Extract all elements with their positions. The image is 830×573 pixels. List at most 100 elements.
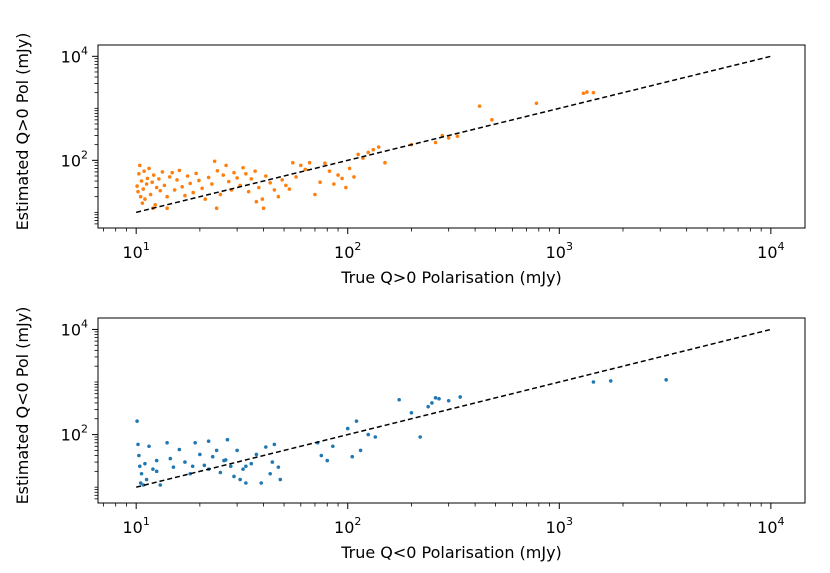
panel-top-xtick-label: 102 — [334, 240, 361, 262]
panel-top-data-point — [154, 185, 159, 190]
panel-top-data-point — [356, 152, 360, 157]
panel-bottom-data-point — [151, 467, 155, 471]
panel-bottom-data-point — [325, 458, 330, 463]
panel-top-data-point — [221, 173, 226, 177]
panel-top-data-point — [183, 193, 187, 198]
panel-top-ylabel: Estimated Q>0 Pol (mJy) — [13, 33, 32, 231]
panel-bottom-data-point — [136, 442, 140, 447]
panel-bottom-data-point — [278, 477, 283, 482]
panel-top-data-point — [264, 174, 268, 178]
panel-bottom-data-point — [264, 445, 268, 449]
panel-top-data-point — [165, 206, 169, 211]
panel-top-data-point — [246, 189, 251, 194]
panel-top-data-point — [137, 163, 142, 168]
panel-top-data-point — [212, 159, 217, 164]
panel-bottom-data-point — [270, 460, 275, 464]
panel-bottom-data-point — [373, 435, 378, 439]
panel-top-data-point — [276, 194, 281, 199]
panel-top-data-point — [477, 104, 482, 108]
panel-top-data-point — [344, 185, 348, 190]
panel-bottom-data-point — [238, 477, 242, 482]
panel-top-data-point — [160, 170, 165, 174]
panel-bottom-data-point — [154, 458, 159, 463]
panel-bottom-data-point — [354, 419, 359, 423]
panel-bottom-data-point — [183, 460, 187, 464]
panel-top-data-point — [581, 91, 586, 96]
panel-top-data-point — [376, 145, 381, 149]
panel-top-data-point — [226, 179, 231, 184]
panel-bottom-data-point — [139, 471, 144, 476]
panel-top-data-point — [318, 180, 322, 184]
panel-bottom-data-point — [446, 398, 451, 403]
panel-top-data-point — [287, 187, 292, 191]
panel-bottom-xtick-label: 101 — [122, 515, 149, 537]
panel-bottom-data-point — [206, 439, 211, 443]
panel-bottom-data-point — [430, 401, 434, 405]
panel-bottom-data-point — [426, 404, 430, 409]
panel-top-data-point — [366, 150, 371, 155]
panel-bottom-data-point — [358, 448, 363, 453]
panel-top: 101 102 103 104 102 104 True Q>0 Polarisatio… — [13, 33, 806, 287]
panel-bottom-data-point — [331, 444, 335, 449]
panel-top-data-point — [140, 201, 145, 205]
panel-bottom-data-point — [433, 396, 438, 400]
panel-top-data-point — [340, 176, 344, 181]
panel-bottom-data-point — [437, 396, 441, 401]
panel-bottom-xtick-label: 102 — [334, 515, 361, 537]
panel-top-data-point — [218, 192, 223, 197]
panel-top-data-point — [215, 168, 220, 173]
panel-top-data-point — [280, 178, 285, 182]
panel-bottom-data-point — [232, 474, 236, 479]
panel-top-data-point — [336, 173, 340, 177]
panel-bottom-ylabel: Estimated Q<0 Pol (mJy) — [13, 307, 32, 505]
panel-top-xtick-label: 103 — [546, 240, 573, 262]
panel-top-data-point — [203, 197, 208, 201]
panel-bottom-data-point — [418, 435, 422, 439]
panel-bottom-data-point — [137, 453, 141, 458]
panel-bottom-xtick-label: 104 — [757, 515, 784, 537]
panel-bottom-xticks: 101 102 103 104 — [103, 503, 785, 537]
panel-bottom-data-point — [168, 456, 173, 461]
panel-top-data-point — [455, 134, 460, 139]
panel-top-data-point — [433, 140, 438, 145]
panel-bottom-data-point — [350, 454, 355, 459]
panel-top-data-point — [136, 189, 140, 194]
panel-bottom-data-point — [137, 464, 142, 469]
panel-bottom-data-point — [244, 464, 248, 469]
panel-top-data-point — [534, 101, 539, 106]
panel-top-data-point — [135, 184, 139, 188]
panel-bottom: 101 102 103 104 102 104 True Q<0 Polarisatio… — [13, 307, 806, 562]
panel-top-data-point — [165, 194, 169, 199]
panel-top-data-point — [137, 172, 141, 176]
panel-top-data-point — [151, 173, 156, 177]
panel-top-data-point — [253, 169, 257, 173]
panel-top-data-point — [143, 197, 147, 201]
panel-bottom-data-point — [591, 380, 596, 384]
panel-top-data-point — [139, 179, 144, 183]
panel-top-data-point — [200, 186, 204, 191]
panel-top-data-point — [153, 202, 157, 207]
panel-top-xticks: 101 102 103 104 — [103, 228, 785, 262]
panel-top-data-point — [191, 190, 195, 195]
panel-top-data-point — [327, 169, 332, 173]
panel-top-data-point — [383, 160, 387, 165]
panel-top-data-point — [371, 147, 376, 152]
panel-top-data-point — [175, 178, 179, 182]
panel-bottom-ytick-label: 102 — [61, 423, 88, 445]
panel-bottom-data-point — [138, 481, 143, 485]
panel-top-data-point — [172, 188, 177, 192]
panel-top-data-point — [347, 166, 352, 171]
panel-top-data-point — [147, 166, 151, 171]
panel-bottom-data-point — [254, 452, 259, 457]
panel-top-data-point — [332, 182, 336, 186]
panel-bottom-reference-line — [135, 328, 772, 488]
panel-bottom-xlabel: True Q<0 Polarisation (mJy) — [340, 543, 562, 562]
panel-bottom-data-point — [608, 379, 613, 383]
panel-bottom-data-point — [171, 465, 176, 469]
panel-top-xtick-label: 104 — [757, 240, 784, 262]
panel-top-data-point — [148, 192, 153, 197]
panel-top-data-point — [268, 180, 272, 185]
panel-top-data-point — [272, 188, 277, 192]
panel-top-data-point — [235, 176, 239, 180]
